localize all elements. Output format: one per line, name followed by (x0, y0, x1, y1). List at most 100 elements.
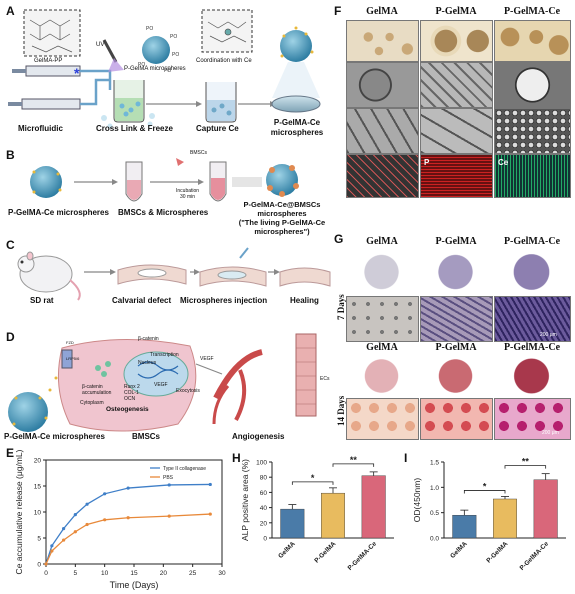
chart-e-point (103, 492, 107, 496)
chart-e-xlabel: Time (Days) (110, 580, 159, 590)
syringe-top (25, 65, 81, 77)
g-7d-well-gelma (346, 250, 417, 294)
receptor-lrp-label: LRP5/6 (66, 356, 80, 361)
panel-label-d: D (6, 330, 15, 344)
panel-label-b: B (6, 148, 15, 162)
f-eds-map-merged (346, 154, 419, 198)
panel-b-illustration (30, 158, 299, 202)
chart-e-point (85, 502, 89, 506)
receptor-fzd-label: FZD (66, 340, 74, 345)
g-14d-micro-p-gelma-ce (494, 398, 571, 440)
chart-h-ytick-label: 40 (260, 505, 268, 512)
runx2-label: Runx 2 (124, 384, 140, 390)
panel-b-step3-line4: microspheres") (254, 227, 310, 236)
chart-e-point (126, 486, 130, 490)
svg-text:*: * (74, 65, 80, 81)
chart-e-xtick-label: 25 (189, 570, 197, 577)
coordination-label: Coordination with Ce (196, 58, 252, 64)
uv-label: UV (96, 42, 105, 48)
chart-h-sig-mark: ** (350, 455, 358, 465)
g-7d-well-p-gelma (420, 250, 491, 294)
f-sem-zoom-p-gelma (420, 108, 493, 154)
panel-b-step3-line3: ("The living P-GelMA-Ce (238, 218, 326, 227)
chart-h-bar (321, 492, 345, 539)
chart-i-bar (452, 514, 477, 539)
chart-e-ytick-label: 10 (34, 510, 42, 517)
bcatenin-acc-line1: β-catenin (82, 384, 103, 390)
panel-g-bottom-col-gelma: GelMA (366, 342, 398, 353)
svg-text:PO: PO (146, 26, 153, 32)
svg-text:PO: PO (170, 34, 177, 40)
osteogenesis-label: Osteogenesis (106, 406, 149, 413)
chart-e-point (73, 530, 77, 534)
g-14d-micro-p-gelma (420, 398, 493, 440)
product-label-line1: P-GelMA-Ce (273, 118, 321, 127)
svg-text:PO: PO (164, 68, 171, 74)
petri-dish-icon (271, 95, 321, 113)
chart-e-xtick-label: 15 (130, 570, 138, 577)
g-14d-well-p-gelma (420, 356, 491, 396)
panel-d-illustration (8, 333, 317, 432)
chart-i-sig-bracket (504, 465, 547, 469)
chart-i-bar (493, 498, 517, 539)
syringe-bottom (21, 98, 81, 110)
chart-e-point (44, 562, 48, 566)
g-14d-micro-gelma (346, 398, 419, 440)
f-optical-p-gelma (420, 20, 493, 62)
gelma-pp-structure-box (23, 9, 81, 57)
g-7d-micro-p-gelma-ce (494, 296, 571, 342)
panel-g-bottom-col-p-gelma: P-GelMA (435, 342, 477, 353)
vegf-inner-label: VEGF (154, 382, 168, 388)
f-optical-gelma (346, 20, 419, 62)
chart-i-sig-mark: ** (522, 457, 530, 467)
g-14d-well-gelma (346, 356, 417, 396)
panel-label-h: H (232, 451, 241, 465)
exocytosis-label: Exocytosis (176, 388, 200, 394)
chart-e-xtick-label: 10 (101, 570, 109, 577)
p-gelma-microsphere-icon (142, 36, 170, 64)
panel-c-illustration (17, 247, 331, 301)
chart-h-ytick-label: 20 (260, 520, 268, 527)
chart-e-point (50, 549, 54, 553)
chart-e-point (126, 516, 130, 520)
panel-f-col-p-gelma-ce: P-GelMA-Ce (503, 6, 561, 17)
chart-e-legend-label: Type II collagenase (163, 466, 206, 472)
cytoplasm-label: Cytoplasm (80, 400, 104, 406)
incubation-line1: Incubation (176, 188, 200, 194)
incubation-line2: 30 min (180, 194, 196, 200)
panel-g-top-col-p-gelma-ce: P-GelMA-Ce (503, 236, 561, 247)
panel-label-i: I (404, 451, 408, 465)
chart-i-ytick-label: 1.5 (430, 460, 439, 467)
g-7d-well-p-gelma-ce (494, 250, 569, 294)
chart-e-xtick-label: 0 (44, 570, 48, 577)
chart-i-ytick-label: 0.5 (430, 510, 439, 517)
chart-e-point (73, 513, 77, 517)
chart-h-ytick-label: 0 (263, 536, 267, 543)
f-sem-p-gelma-ce (494, 62, 571, 108)
chart-h-ylabel: ALP positive area (%) (240, 459, 250, 541)
chart-h-sig-bracket (291, 481, 334, 485)
bcatenin-top-label: β-catenin (138, 336, 159, 342)
gelma-pp-label: GelMA-PP (34, 58, 63, 64)
bmscs-small-label: BMSCs (190, 150, 207, 156)
calvarial-defect-label: Calvarial defect (112, 296, 172, 305)
chart-i-category-label: P-GelMA (485, 540, 509, 564)
bcatenin-acc-line2: accumulation (82, 390, 112, 396)
p-gelma-microspheres-label: P-GelMA microspheres (124, 66, 186, 72)
panel-label-g: G (334, 232, 344, 246)
chart-h-ytick-label: 100 (256, 460, 267, 467)
chart-i-ytick-label: 1.0 (430, 485, 439, 492)
g-7d-micro-gelma (346, 296, 419, 342)
chart-e-xtick-label: 5 (74, 570, 78, 577)
chart-i-sig-bracket (463, 490, 506, 494)
chart-h-alp-area: 0 20 40 60 80 100 ALP positive area (%) GelMA P-… (240, 455, 394, 572)
chart-e-point (208, 482, 212, 487)
panel-g-top-col-p-gelma: P-GelMA (435, 236, 477, 247)
eds-label-ce: Ce (498, 158, 509, 167)
chart-h-sig-bracket (332, 463, 375, 467)
panel-label-f: F (334, 4, 342, 18)
chart-e-point (85, 522, 89, 527)
chart-h-category-label: GelMA (277, 540, 297, 560)
f-sem-p-gelma (420, 62, 493, 108)
